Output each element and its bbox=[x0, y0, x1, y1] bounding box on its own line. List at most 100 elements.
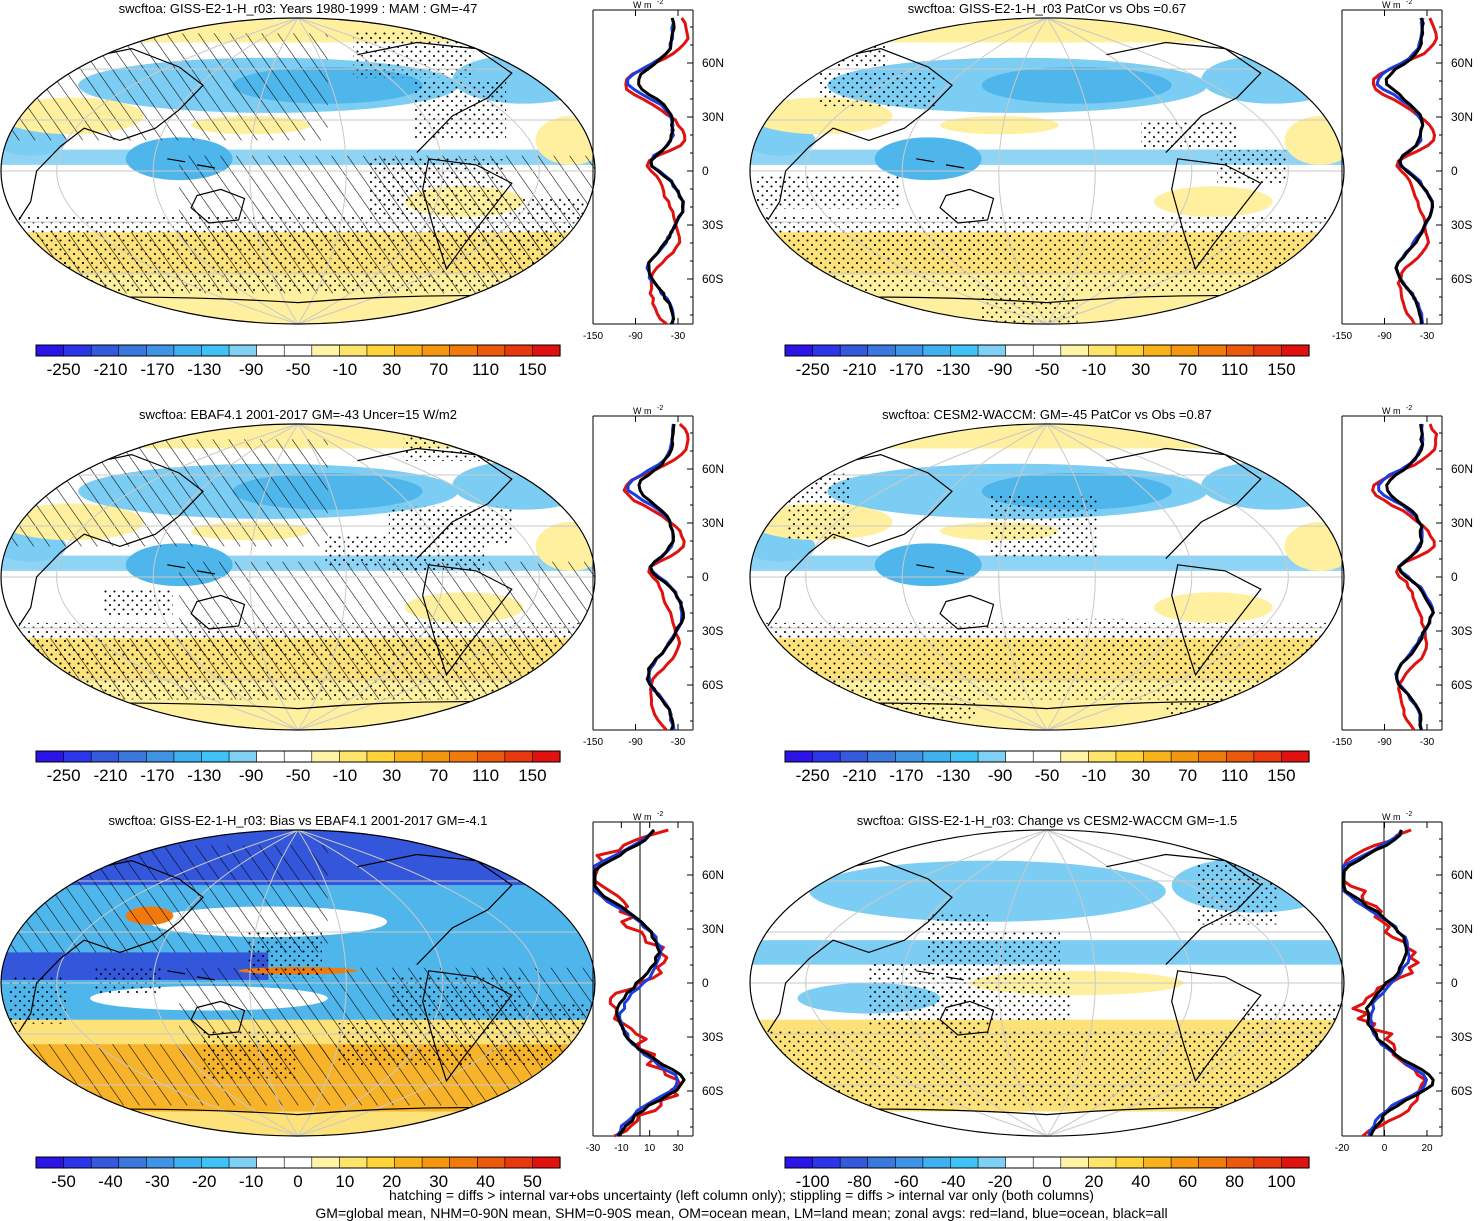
profile-lat-label: 60S bbox=[702, 1084, 723, 1098]
colorbar-tick-label: -20 bbox=[192, 1172, 217, 1191]
graticule-meridian bbox=[152, 424, 299, 730]
profile-line-black bbox=[593, 828, 686, 1137]
colorbar-swatch bbox=[812, 750, 841, 763]
colorbar-tick-label: -170 bbox=[140, 360, 174, 379]
profile-lat-label: 0 bbox=[1451, 164, 1458, 178]
profile-unit-label: W m bbox=[1382, 406, 1401, 416]
coastline-greenland bbox=[511, 841, 561, 880]
footer-note-means: GM=global mean, NHM=0-90N mean, SHM=0-90… bbox=[315, 1205, 1168, 1221]
coastline-australia bbox=[939, 1000, 995, 1036]
zonal-profile: 60N 30N 0 30S 60S -150 -90 -30 W m -2 bbox=[1332, 0, 1473, 342]
colorbar-frame bbox=[784, 1156, 1310, 1169]
panel-title: swcftoa: CESM2-WACCM: GM=-45 PatCor vs O… bbox=[882, 407, 1212, 422]
colorbar-swatch bbox=[1198, 750, 1227, 763]
colorbar-swatch bbox=[867, 1156, 896, 1169]
colorbar-swatch bbox=[977, 750, 1007, 763]
colorbar-swatch bbox=[532, 1156, 561, 1169]
stipple-patch bbox=[353, 32, 474, 78]
colorbar-tick-label: 150 bbox=[518, 360, 546, 379]
stipple-patch bbox=[8, 975, 68, 1024]
profile-x-label: 30 bbox=[672, 1143, 684, 1154]
profile-x-label: -10 bbox=[614, 1143, 629, 1154]
profile-unit-label: W m bbox=[1382, 0, 1401, 10]
graticule-meridian bbox=[805, 423, 1048, 731]
coastline-south-america bbox=[422, 970, 513, 1083]
colorbar-swatch bbox=[1170, 1156, 1200, 1169]
colorbar-swatch bbox=[1170, 750, 1200, 763]
coastline-greenland bbox=[1260, 435, 1310, 474]
profile-unit-label: W m bbox=[633, 0, 652, 10]
colorbar-swatch bbox=[63, 344, 92, 357]
profile-unit-superscript: -2 bbox=[657, 0, 663, 6]
colorbar-swatch bbox=[366, 750, 396, 763]
map-p5 bbox=[1, 830, 595, 1136]
colorbar-tick-label: -130 bbox=[187, 360, 221, 379]
graticule-meridian bbox=[297, 830, 444, 1136]
stipple-patch bbox=[990, 495, 1097, 559]
colorbar-tick-label: -210 bbox=[93, 360, 127, 379]
panel-title: swcftoa: GISS-E2-1-H_r03: Change vs CESM… bbox=[857, 813, 1238, 828]
colorbar-swatch bbox=[1032, 1156, 1062, 1169]
colorbar-tick-label: -130 bbox=[936, 766, 970, 785]
colorbar-swatch bbox=[1115, 750, 1145, 763]
colorbar: -250 -210 -170 -130 -90 -50 -10 30 70 110 150 bbox=[35, 750, 561, 785]
graticule-meridian bbox=[805, 17, 1048, 325]
profile-x-label: -90 bbox=[1377, 737, 1392, 748]
colorbar-swatch bbox=[228, 750, 258, 763]
profile-x-label: -30 bbox=[1420, 331, 1435, 342]
colorbar-tick-label: 30 bbox=[429, 1172, 448, 1191]
coastline-australia bbox=[190, 1000, 246, 1036]
profile-lat-label: 30S bbox=[702, 624, 723, 638]
profile-lat-label: 60S bbox=[1451, 272, 1472, 286]
colorbar-swatch bbox=[256, 1156, 285, 1169]
colorbar-swatch bbox=[146, 1156, 175, 1169]
stipple-south bbox=[750, 216, 1344, 294]
map-p2 bbox=[750, 17, 1344, 325]
colorbar-swatch bbox=[1225, 344, 1255, 357]
colorbar-swatch bbox=[311, 344, 340, 357]
colorbar-swatch bbox=[950, 750, 979, 763]
colorbar-swatch bbox=[1225, 1156, 1255, 1169]
colorbar-swatch bbox=[867, 344, 896, 357]
profile-x-label: -90 bbox=[628, 331, 643, 342]
colorbar-swatch bbox=[504, 344, 534, 357]
graticule-meridian bbox=[249, 424, 299, 730]
stipple-patch bbox=[817, 70, 938, 107]
north-change-clouds bbox=[809, 860, 1166, 922]
colorbar-swatch bbox=[90, 344, 120, 357]
colorbar-swatch bbox=[421, 750, 451, 763]
colorbar-tick-label: 70 bbox=[1178, 766, 1197, 785]
colorbar-swatch bbox=[283, 1156, 313, 1169]
colorbar-swatch bbox=[1115, 1156, 1145, 1169]
colorbar-swatch bbox=[35, 1156, 65, 1169]
coastline-australia bbox=[190, 594, 246, 630]
graticule-meridian bbox=[249, 18, 299, 324]
colorbar-swatch bbox=[449, 750, 478, 763]
profile-lat-label: 30N bbox=[1451, 110, 1473, 124]
coastline-greenland bbox=[1260, 841, 1310, 880]
colorbar-swatch bbox=[977, 344, 1007, 357]
stipple-patch bbox=[1197, 863, 1279, 925]
graticule-meridian bbox=[998, 423, 1048, 731]
profile-x-label: -150 bbox=[583, 331, 603, 342]
graticule-meridian bbox=[249, 830, 299, 1136]
colorbar-tick-label: 70 bbox=[429, 766, 448, 785]
profile-lat-label: 60S bbox=[702, 272, 723, 286]
subtropical-north-central bbox=[940, 115, 1059, 135]
graticule bbox=[1, 830, 595, 1136]
colorbar-frame bbox=[784, 750, 1310, 763]
colorbar-swatch bbox=[35, 750, 65, 763]
colorbar-tick-label: 20 bbox=[382, 1172, 401, 1191]
coastline-greenland bbox=[511, 29, 561, 68]
colorbar-swatch bbox=[256, 344, 285, 357]
hatching-layer bbox=[1, 845, 595, 1106]
colorbar-swatch bbox=[839, 1156, 869, 1169]
colorbar-tick-label: -170 bbox=[889, 766, 923, 785]
north-atlantic-clouds bbox=[1201, 460, 1344, 510]
stipple-patch bbox=[1140, 121, 1238, 149]
coastline-south-america bbox=[1171, 564, 1262, 677]
colorbar-tick-label: -10 bbox=[333, 360, 358, 379]
colorbar-swatch bbox=[118, 1156, 147, 1169]
colorbar-tick-label: 150 bbox=[1267, 360, 1295, 379]
colorbar-swatch bbox=[1088, 344, 1117, 357]
